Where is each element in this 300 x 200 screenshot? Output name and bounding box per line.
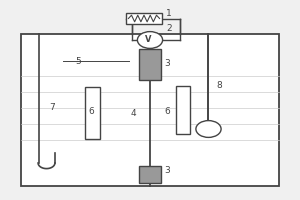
Text: 6: 6 <box>89 108 94 116</box>
Text: 3: 3 <box>164 166 170 175</box>
Bar <box>126 13 162 24</box>
Text: 3: 3 <box>164 58 170 68</box>
Text: 6: 6 <box>164 108 170 116</box>
Circle shape <box>137 32 163 48</box>
Text: V: V <box>145 35 152 44</box>
Text: 7: 7 <box>50 104 55 112</box>
Bar <box>176 86 190 134</box>
Text: 1: 1 <box>166 8 172 18</box>
Bar <box>139 166 161 183</box>
Circle shape <box>196 121 221 137</box>
Bar <box>21 34 279 186</box>
Bar <box>85 87 100 139</box>
Text: 8: 8 <box>216 81 222 90</box>
Text: 5: 5 <box>75 56 81 66</box>
Text: 2: 2 <box>166 24 172 33</box>
Bar <box>139 49 161 80</box>
Text: 4: 4 <box>131 108 137 117</box>
